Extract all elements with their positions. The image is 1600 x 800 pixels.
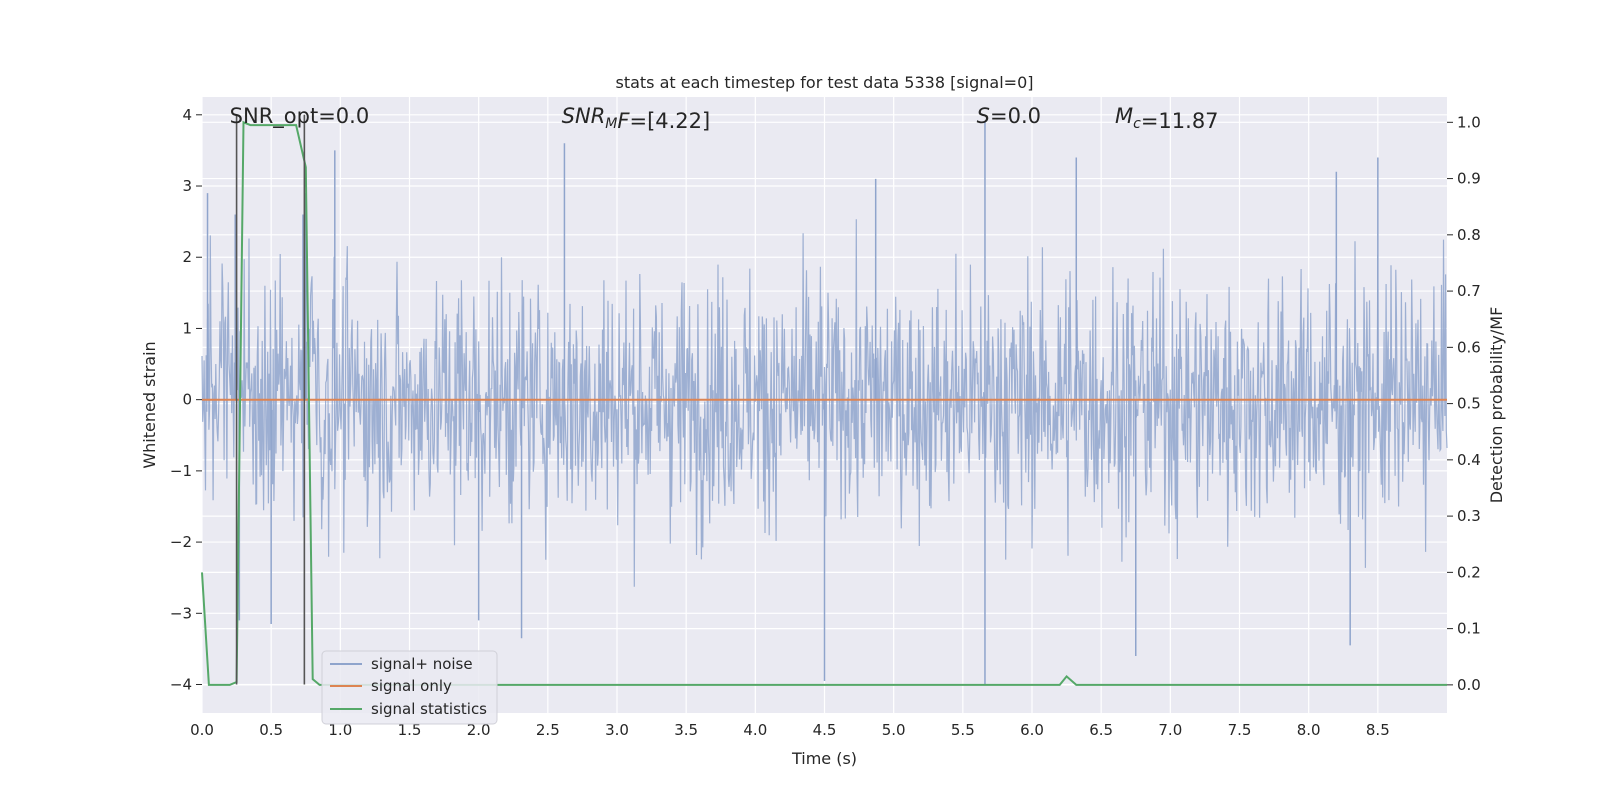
x-tick-label: 1.5 xyxy=(398,721,422,739)
x-tick-label: 3.0 xyxy=(605,721,629,739)
x-tick-label: 0.5 xyxy=(259,721,283,739)
series-lines xyxy=(201,120,1447,686)
annotations: SNR_opt=0.0 SNRMF=[4.22] S=0.0 Mc=11.87 xyxy=(230,104,1219,133)
y2-tick-label: 0.3 xyxy=(1457,507,1481,525)
x-tick-label: 1.0 xyxy=(328,721,352,739)
x-tick-label: 2.0 xyxy=(467,721,491,739)
x-tick-label: 4.0 xyxy=(743,721,767,739)
y-tick-label: −3 xyxy=(170,604,192,622)
y-axis-title: Whitened strain xyxy=(140,341,159,468)
annotation-snr_opt: SNR_opt=0.0 xyxy=(230,104,370,129)
y-tick-label: 0 xyxy=(182,391,192,409)
y2-tick-label: 0.5 xyxy=(1457,395,1481,413)
y2-axis-title: Detection probability/MF xyxy=(1487,307,1506,504)
y2-tick-label: 0.1 xyxy=(1457,620,1481,638)
x-tick-label: 7.5 xyxy=(1228,721,1252,739)
y2-tick-label: 0.8 xyxy=(1457,226,1481,244)
annotation-s: S=0.0 xyxy=(977,104,1041,128)
annotation-part: =0.0 xyxy=(990,104,1041,128)
annotation-mc: Mc=11.87 xyxy=(1115,104,1219,133)
signal-noise-line xyxy=(201,219,1448,587)
annotation-part: =[4.22] xyxy=(629,109,710,133)
y2-tick-label: 1.0 xyxy=(1457,113,1481,131)
y2-tick-label: 0.2 xyxy=(1457,563,1481,581)
chart-title: stats at each timestep for test data 533… xyxy=(615,73,1033,92)
annotation-part: F xyxy=(617,109,630,133)
x-tick-label: 8.0 xyxy=(1297,721,1321,739)
x-tick-label: 6.5 xyxy=(1089,721,1113,739)
x-tick-label: 5.0 xyxy=(882,721,906,739)
annotation-part: c xyxy=(1133,116,1141,132)
legend-box xyxy=(321,650,498,725)
signal-noise-series xyxy=(201,121,1448,685)
y2-tick-label: 0.6 xyxy=(1457,338,1481,356)
legend-label-signal-only: signal only xyxy=(371,677,452,695)
x-tick-label: 6.0 xyxy=(1020,721,1044,739)
annotation-part: M xyxy=(605,116,617,132)
y-tick-label: −1 xyxy=(170,462,192,480)
y-tick-label: 4 xyxy=(182,106,192,124)
signal-statistics-line xyxy=(201,120,1447,686)
y-tick-label: 3 xyxy=(182,177,192,195)
x-tick-label: 4.5 xyxy=(813,721,837,739)
legend: signal+ noise signal only signal statist… xyxy=(321,650,498,725)
x-axis-title: Time (s) xyxy=(791,749,857,768)
annotation-part: S xyxy=(977,104,990,128)
y-tick-label: 2 xyxy=(182,248,192,266)
y2-tick-label: 0.7 xyxy=(1457,282,1481,300)
y2-tick-label: 0.0 xyxy=(1457,676,1481,694)
annotation-part: SNR xyxy=(562,104,606,128)
axes: 0.0 0.5 1.0 1.5 2.0 2.5 3.0 3.5 4.0 4.5 5.0 5.5 6.0 6… xyxy=(170,106,1481,739)
x-tick-label: 7.0 xyxy=(1158,721,1182,739)
x-tick-label: 0.0 xyxy=(190,721,214,739)
legend-label-signal-noise: signal+ noise xyxy=(371,655,473,673)
x-tick-label: 5.5 xyxy=(951,721,975,739)
annotation-part: =11.87 xyxy=(1141,109,1219,133)
x-tick-label: 3.5 xyxy=(674,721,698,739)
legend-label-signal-statistics: signal statistics xyxy=(371,700,487,718)
annotation-snr_mf: SNRMF=[4.22] xyxy=(562,104,711,133)
x-tick-label: 2.5 xyxy=(536,721,560,739)
annotation-part: SNR_opt=0.0 xyxy=(230,104,370,129)
y-tick-label: −4 xyxy=(170,676,192,694)
annotation-part: M xyxy=(1115,104,1133,128)
y2-tick-label: 0.4 xyxy=(1457,451,1481,469)
y-tick-label: −2 xyxy=(170,533,192,551)
y2-tick-label: 0.9 xyxy=(1457,170,1481,188)
x-tick-label: 8.5 xyxy=(1366,721,1390,739)
vertical-markers xyxy=(235,114,306,685)
y-tick-label: 1 xyxy=(182,319,192,337)
